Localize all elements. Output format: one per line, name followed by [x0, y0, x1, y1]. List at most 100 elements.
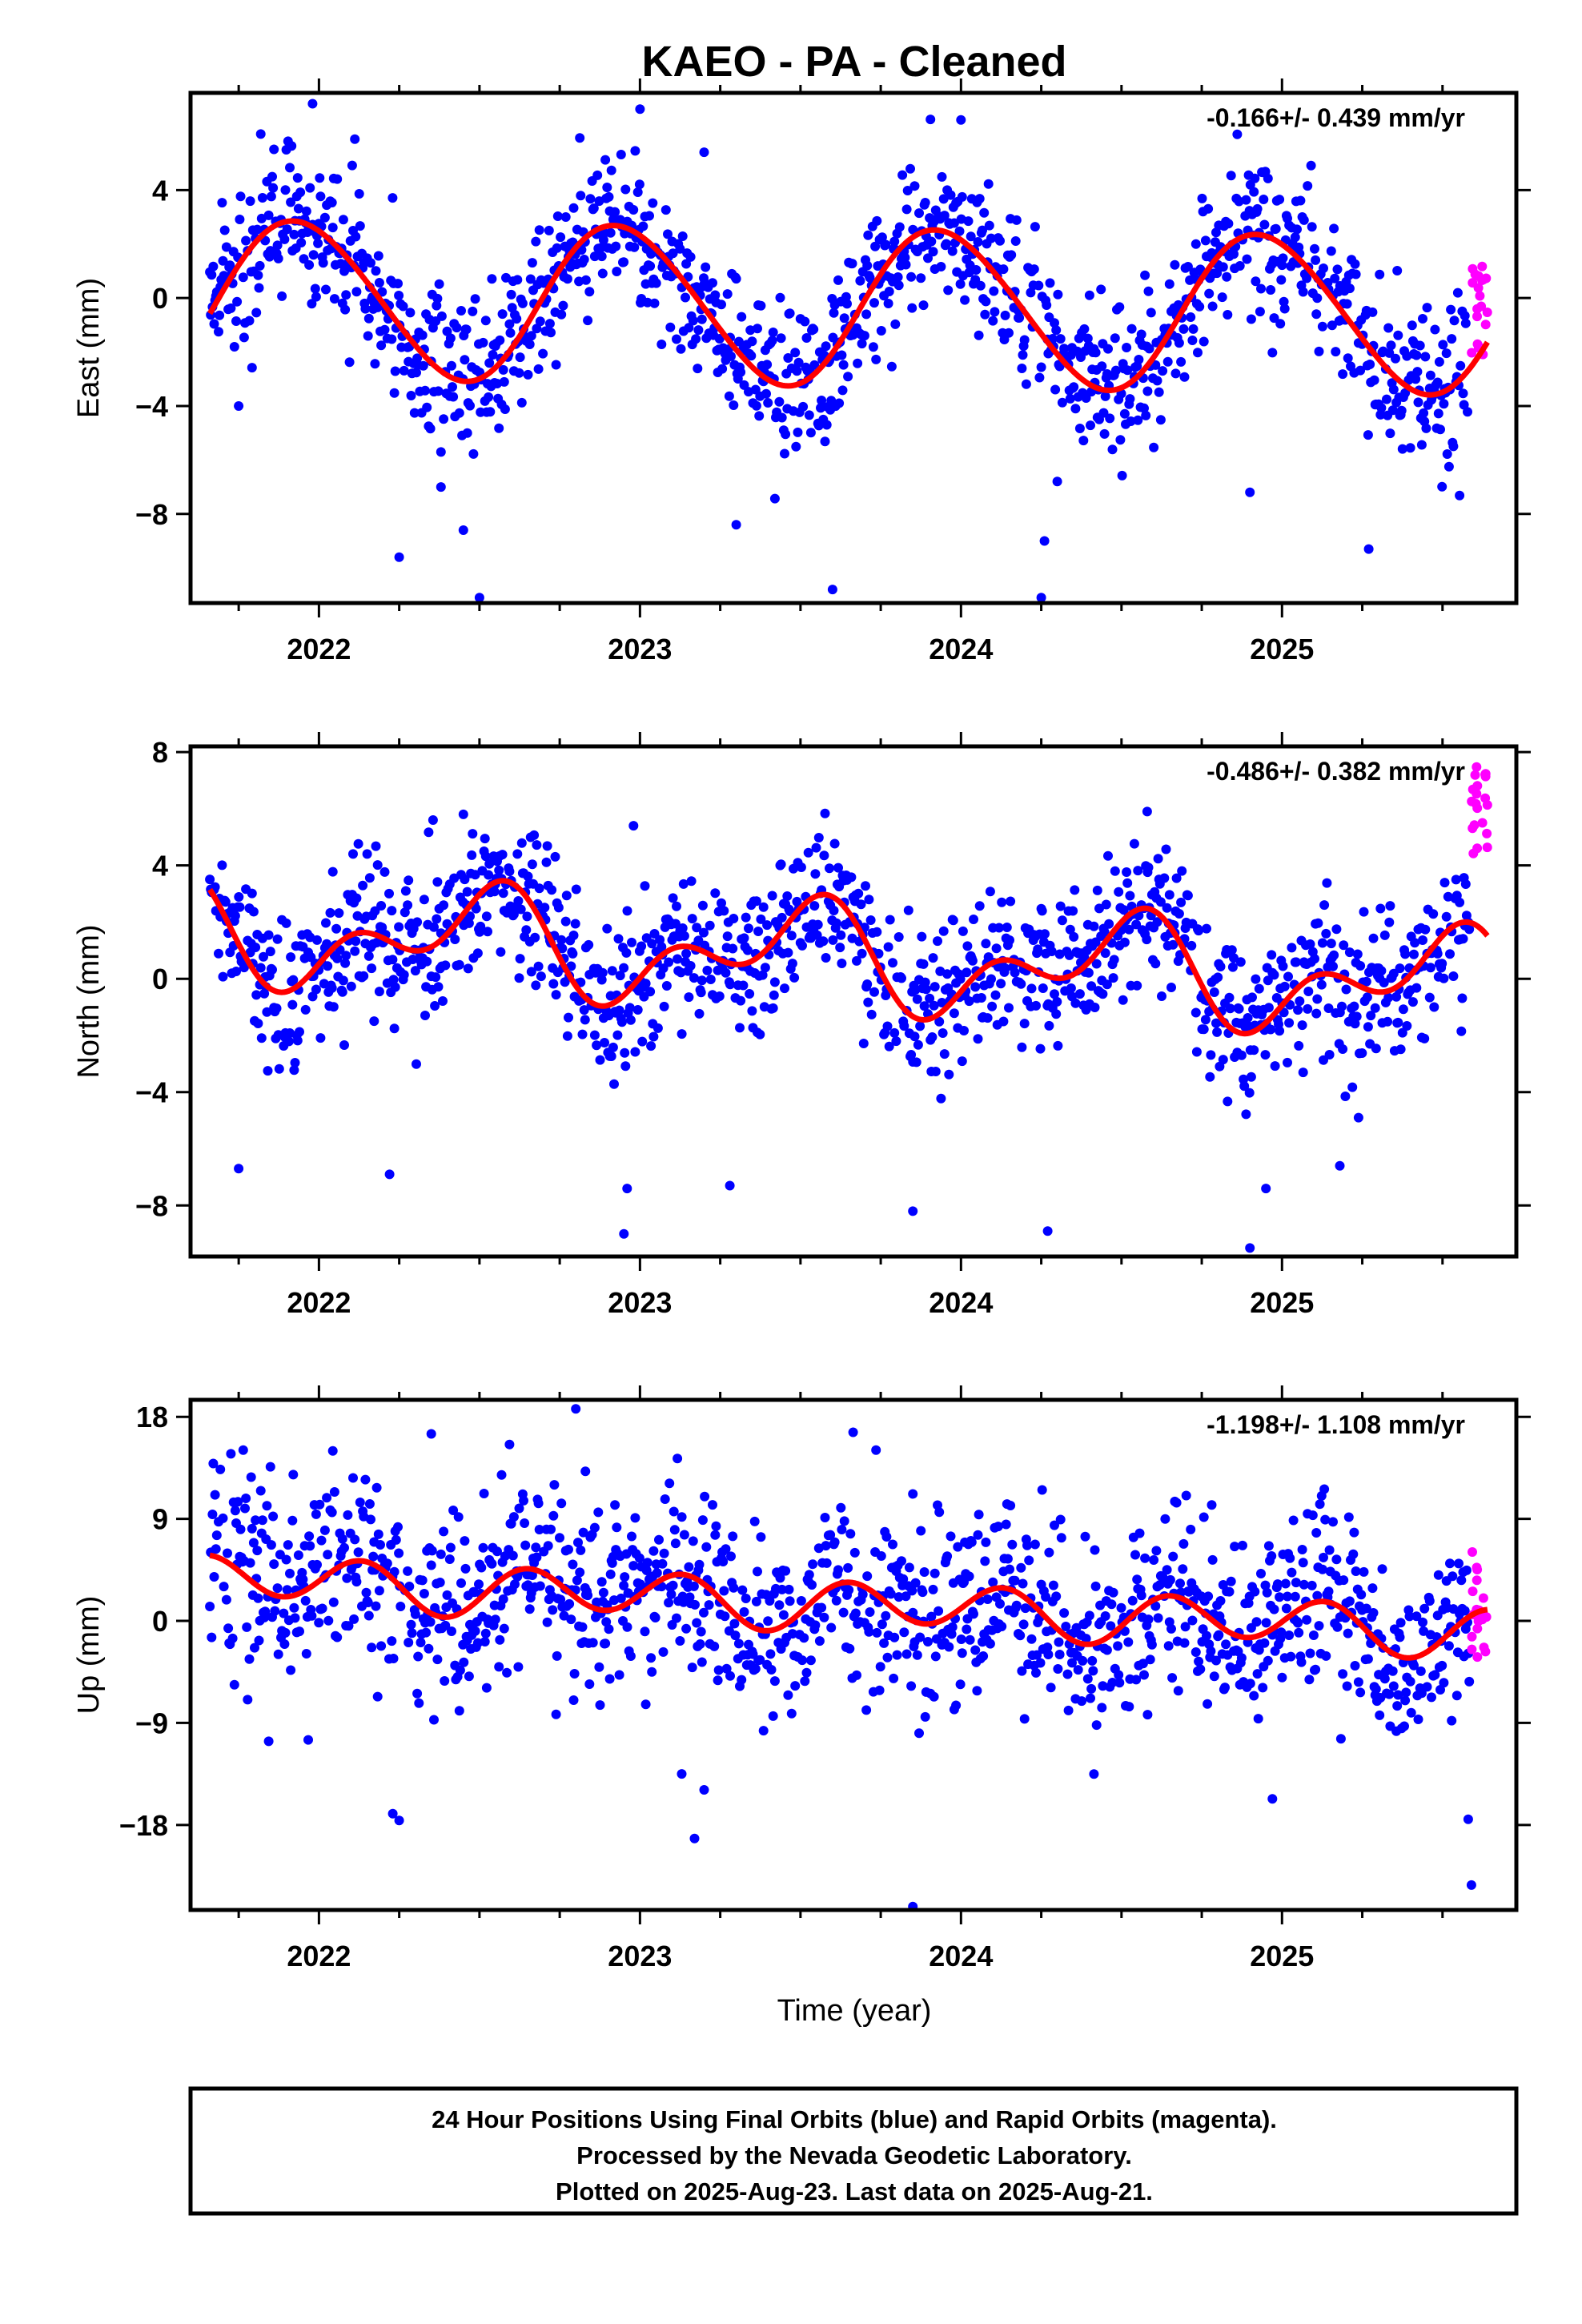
data-point	[1030, 222, 1040, 232]
data-point	[596, 1577, 607, 1587]
data-point	[575, 1567, 585, 1578]
data-point	[852, 955, 861, 966]
data-point	[371, 841, 381, 851]
data-point	[1016, 1562, 1026, 1573]
data-point	[1252, 1669, 1263, 1679]
data-point	[853, 358, 863, 368]
data-point	[1186, 1524, 1196, 1534]
data-point	[531, 1542, 541, 1553]
data-point	[630, 1513, 640, 1523]
data-point	[803, 847, 813, 858]
data-point	[447, 1626, 456, 1636]
data-point	[215, 1464, 226, 1474]
data-point	[251, 990, 262, 1000]
data-point	[1019, 1714, 1030, 1724]
data-point	[495, 1634, 505, 1645]
data-point	[580, 1015, 590, 1025]
data-point	[364, 1499, 375, 1509]
data-point	[1437, 1660, 1447, 1671]
data-point	[1335, 1734, 1346, 1744]
data-point	[675, 1636, 685, 1646]
x-tick-label: 2022	[287, 1940, 351, 1972]
data-point	[577, 1622, 588, 1632]
data-point	[595, 1700, 605, 1711]
data-point	[592, 1040, 602, 1051]
data-point	[1343, 1628, 1353, 1638]
data-point	[1176, 356, 1186, 367]
data-point	[645, 261, 656, 271]
data-point	[622, 1622, 632, 1632]
data-point	[547, 885, 557, 895]
data-point	[305, 1541, 315, 1551]
data-point	[361, 1587, 371, 1598]
data-point	[1122, 343, 1132, 352]
x-tick-label: 2024	[929, 1286, 993, 1319]
data-point	[1353, 1112, 1363, 1123]
data-point	[1134, 355, 1144, 364]
data-point	[1277, 260, 1287, 271]
data-point	[248, 907, 259, 917]
data-point	[1242, 254, 1252, 264]
data-point	[1324, 1050, 1335, 1059]
data-point	[562, 274, 572, 284]
data-point	[1464, 1676, 1475, 1687]
data-point	[387, 334, 397, 344]
data-point	[568, 948, 578, 959]
data-point	[882, 1652, 893, 1663]
data-point	[604, 1624, 614, 1634]
data-point	[1451, 875, 1461, 885]
data-point	[1275, 195, 1285, 205]
data-point	[1422, 1682, 1432, 1692]
data-point	[399, 365, 409, 376]
data-point	[1205, 1072, 1215, 1082]
data-point	[350, 946, 360, 956]
data-point	[746, 351, 757, 361]
data-point-outlier	[827, 585, 837, 595]
y-tick-label: 0	[152, 1605, 168, 1638]
data-point	[962, 967, 972, 978]
data-point	[1046, 947, 1057, 956]
data-point	[738, 980, 749, 991]
data-point	[781, 429, 791, 440]
data-point	[1260, 1050, 1271, 1060]
data-point	[966, 1537, 977, 1547]
data-point	[512, 849, 523, 859]
data-point	[739, 933, 749, 943]
data-point	[1393, 330, 1403, 340]
data-point	[1256, 1569, 1266, 1578]
data-point	[1084, 1610, 1094, 1621]
data-point	[647, 1667, 657, 1677]
data-point	[805, 1655, 816, 1666]
data-point	[1194, 926, 1204, 936]
data-point	[787, 959, 797, 969]
data-point	[424, 827, 434, 838]
data-point	[1186, 312, 1196, 322]
data-point	[627, 937, 636, 947]
data-point	[642, 1558, 652, 1568]
data-point	[693, 325, 704, 336]
data-point	[225, 260, 235, 271]
data-point	[1393, 1017, 1403, 1027]
data-point	[1030, 1539, 1040, 1550]
data-point	[1079, 324, 1090, 334]
data-point	[548, 1510, 559, 1521]
plot-frame	[188, 1397, 1519, 1912]
data-point	[588, 1638, 598, 1648]
data-point	[468, 306, 478, 316]
data-point	[689, 973, 699, 983]
data-point	[350, 134, 360, 144]
data-point	[814, 1636, 825, 1647]
data-point	[322, 939, 332, 949]
data-point	[351, 1577, 362, 1587]
data-point	[1223, 310, 1233, 320]
data-point	[897, 170, 908, 180]
data-point	[1106, 1621, 1116, 1631]
data-point	[926, 115, 936, 125]
data-point	[481, 911, 492, 922]
data-point	[1322, 878, 1332, 888]
data-point	[889, 1673, 899, 1683]
data-point	[207, 1510, 218, 1519]
data-point	[1034, 280, 1044, 291]
data-point	[230, 911, 240, 921]
data-point	[951, 1700, 962, 1711]
